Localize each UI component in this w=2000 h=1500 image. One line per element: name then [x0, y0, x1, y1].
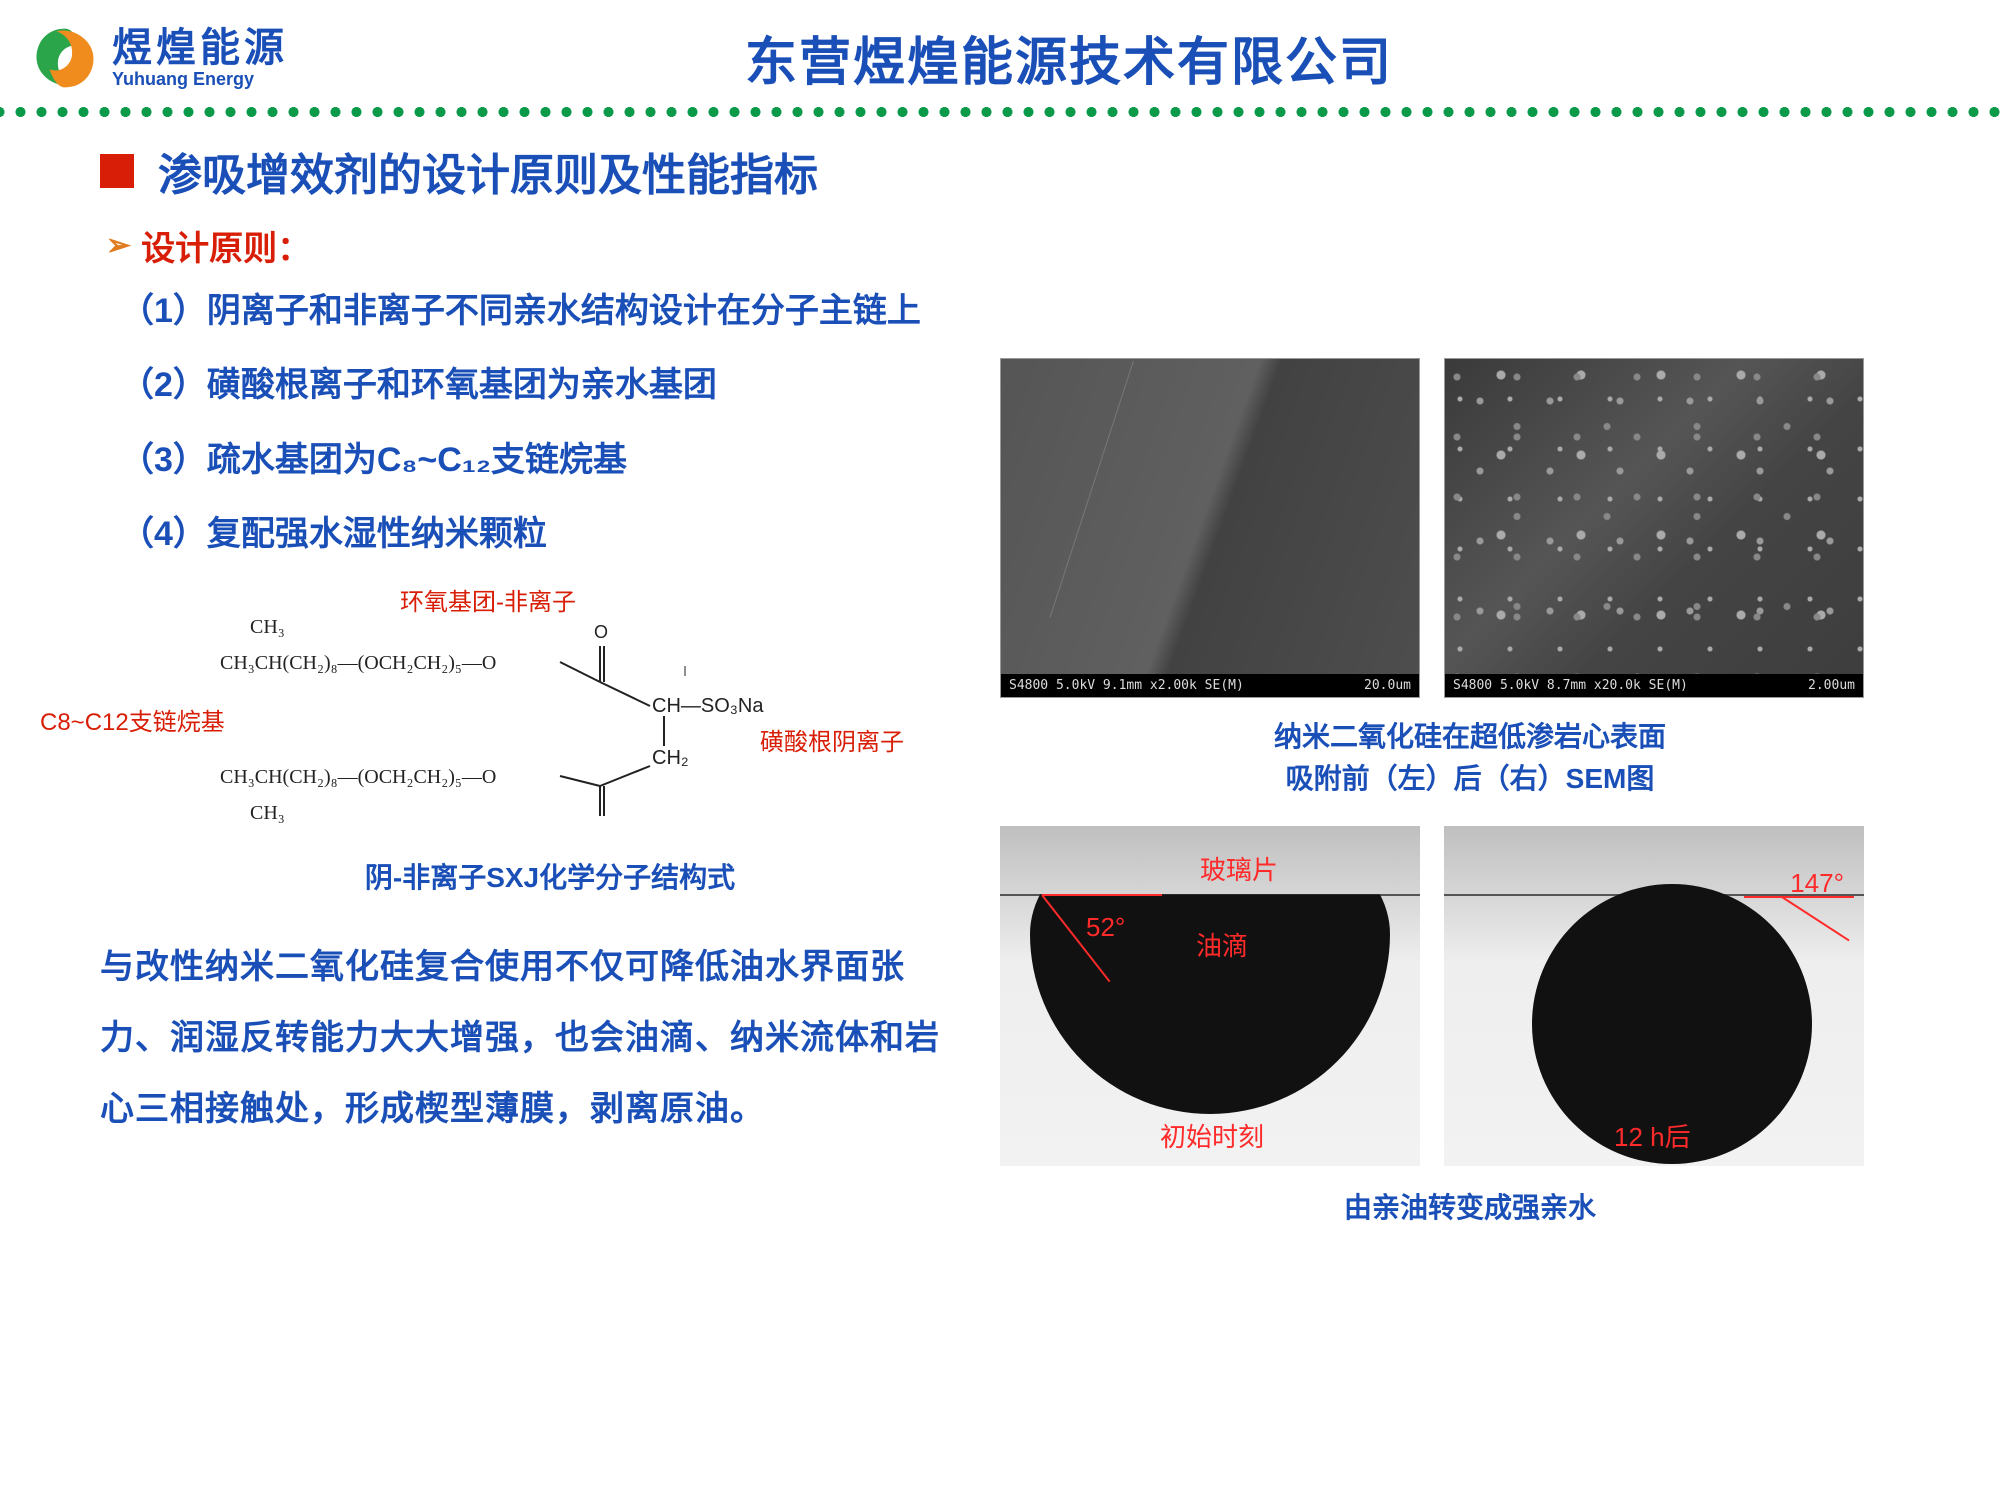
label-alkyl: C8~C12支链烷基: [40, 702, 225, 737]
logo-cn: 煜煌能源: [112, 26, 288, 70]
mol-bonds-icon: O CH—SO₃Na CH₂ O: [540, 616, 780, 816]
svg-text:CH₂: CH₂: [652, 747, 689, 769]
principle-1: （1）阴离子和非离子不同亲水结构设计在分子主链上: [120, 284, 1940, 338]
slide-content: 渗吸增效剂的设计原则及性能指标 ➢ 设计原则： （1）阴离子和非离子不同亲水结构…: [0, 139, 2000, 1226]
svg-text:O: O: [594, 622, 608, 642]
logo-en: Yuhuang Energy: [112, 70, 288, 90]
sem-scale-left: 20.0um: [1364, 678, 1411, 693]
angle-label-52: 52°: [1086, 912, 1125, 943]
body-paragraph: 与改性纳米二氧化硅复合使用不仅可降低油水界面张力、润湿反转能力大大增强，也会油滴…: [100, 932, 960, 1146]
contact-caption: 由亲油转变成强亲水: [1000, 1186, 1940, 1226]
sem-footer-right: S4800 5.0kV 8.7mm x20.0k SE(M) 2.00um: [1445, 674, 1863, 697]
left-column: （2）磺酸根离子和环氧基团为亲水基团 （3）疏水基团为C₈~C₁₂支链烷基 （4…: [100, 358, 960, 1226]
arrow-icon: ➢: [106, 228, 131, 263]
company-title: 东营煜煌能源技术有限公司: [288, 20, 1970, 95]
mol-lower-branch: CH₃CH(CH₂)₈—(OCH₂CH₂)₅—O: [220, 766, 496, 789]
right-column: S4800 5.0kV 9.1mm x2.00k SE(M) 20.0um S4…: [1000, 358, 1940, 1226]
baseline-left: [1042, 894, 1162, 896]
svg-text:CH—SO₃Na: CH—SO₃Na: [652, 695, 764, 717]
label-epoxy: 环氧基团-非离子: [400, 582, 576, 617]
sem-meta-left: S4800 5.0kV 9.1mm x2.00k SE(M): [1009, 678, 1244, 693]
mol-ch3-upper: CH₃: [250, 616, 285, 639]
sem-caption: 纳米二氧化硅在超低渗岩心表面 吸附前（左）后（右）SEM图: [1000, 716, 1940, 800]
mol-upper-branch: CH₃CH(CH₂)₈—(OCH₂CH₂)₅—O: [220, 652, 496, 675]
section-title: 渗吸增效剂的设计原则及性能指标: [158, 139, 818, 203]
sem-caption-line2: 吸附前（左）后（右）SEM图: [1286, 763, 1655, 794]
sem-image-after: S4800 5.0kV 8.7mm x20.0k SE(M) 2.00um: [1444, 358, 1864, 698]
section-title-row: 渗吸增效剂的设计原则及性能指标: [100, 139, 1940, 203]
contact-angle-row: 52° 玻璃片 油滴 初始时刻 147° 12 h后: [1000, 826, 1940, 1166]
logo-text: 煜煌能源 Yuhuang Energy: [112, 26, 288, 90]
sem-footer-left: S4800 5.0kV 9.1mm x2.00k SE(M) 20.0um: [1001, 674, 1419, 697]
oil-drop-label: 油滴: [1196, 926, 1248, 963]
two-column-layout: （2）磺酸根离子和环氧基团为亲水基团 （3）疏水基团为C₈~C₁₂支链烷基 （4…: [100, 358, 1940, 1226]
page-header: 煜煌能源 Yuhuang Energy 东营煜煌能源技术有限公司: [0, 0, 2000, 105]
principle-4: （4）复配强水湿性纳米颗粒: [120, 507, 960, 561]
principle-3: （3）疏水基团为C₈~C₁₂支链烷基: [120, 433, 960, 487]
subheading-row: ➢ 设计原则：: [106, 221, 1940, 270]
subheading: 设计原则：: [141, 221, 311, 270]
logo-block: 煜煌能源 Yuhuang Energy: [30, 23, 288, 93]
principle-2: （2）磺酸根离子和环氧基团为亲水基团: [120, 358, 960, 412]
angle-label-147: 147°: [1790, 868, 1844, 899]
sem-meta-right: S4800 5.0kV 8.7mm x20.0k SE(M): [1453, 678, 1688, 693]
angle-line-147: [1781, 897, 1849, 942]
mol-ch3-lower: CH₃: [250, 802, 285, 825]
time-label-initial: 初始时刻: [1160, 1117, 1264, 1154]
sem-caption-line1: 纳米二氧化硅在超低渗岩心表面: [1274, 721, 1666, 752]
sem-image-row: S4800 5.0kV 9.1mm x2.00k SE(M) 20.0um S4…: [1000, 358, 1940, 698]
chemical-structure-diagram: 环氧基团-非离子 C8~C12支链烷基 磺酸根阴离子 CH₃ CH₃CH(CH₂…: [100, 582, 920, 882]
dotted-divider: [0, 105, 2000, 119]
contact-image-initial: 52° 玻璃片 油滴 初始时刻: [1000, 826, 1420, 1166]
sem-scale-right: 2.00um: [1808, 678, 1855, 693]
time-label-12h: 12 h后: [1614, 1117, 1691, 1154]
logo-swirl-icon: [30, 23, 100, 93]
glass-label: 玻璃片: [1200, 850, 1278, 887]
bullet-square-icon: [100, 154, 134, 188]
label-sulfonate: 磺酸根阴离子: [760, 722, 904, 757]
sem-image-before: S4800 5.0kV 9.1mm x2.00k SE(M) 20.0um: [1000, 358, 1420, 698]
contact-image-12h: 147° 12 h后: [1444, 826, 1864, 1166]
chem-caption: 阴-非离子SXJ化学分子结构式: [240, 856, 860, 896]
